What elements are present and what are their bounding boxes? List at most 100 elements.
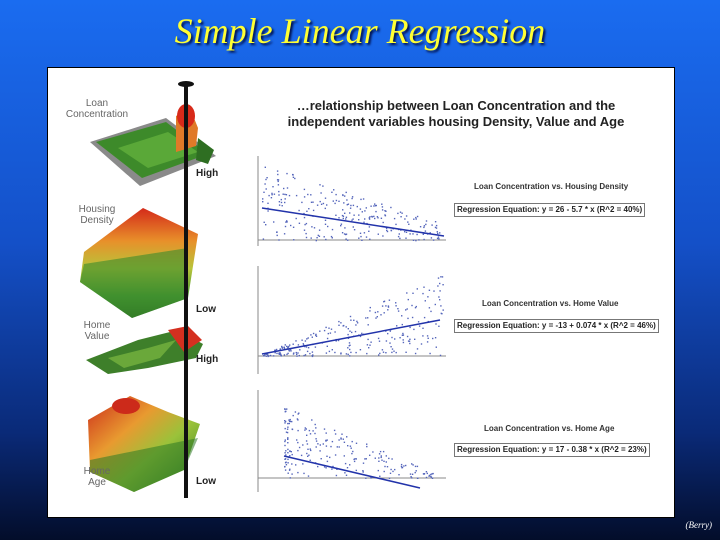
scatter-point bbox=[402, 332, 404, 335]
scatter-point bbox=[387, 309, 389, 311]
scatter-point bbox=[326, 455, 328, 457]
scatter-point bbox=[371, 215, 373, 218]
scatter-point bbox=[284, 439, 286, 441]
scatter-point bbox=[325, 238, 327, 241]
scatter-point bbox=[328, 327, 330, 329]
scatter-point bbox=[440, 305, 442, 307]
scatter-point bbox=[346, 204, 348, 206]
map-label-line: Concentration bbox=[65, 109, 129, 120]
scatter-point bbox=[335, 340, 337, 342]
scatter-point bbox=[431, 473, 433, 475]
scatter-point bbox=[333, 429, 336, 432]
scatter-point bbox=[263, 221, 265, 223]
scatter-point bbox=[276, 234, 278, 237]
scatter-point bbox=[330, 235, 333, 238]
scatter-point bbox=[428, 474, 431, 477]
scatter-point bbox=[307, 337, 309, 339]
scatter-point bbox=[318, 229, 321, 231]
scatter-point bbox=[312, 332, 315, 335]
scatter-point bbox=[306, 338, 308, 340]
scatter-point bbox=[434, 303, 436, 306]
scatter-point bbox=[325, 445, 328, 447]
scatter-point bbox=[369, 344, 371, 346]
scatter-point bbox=[368, 218, 371, 220]
scatter-point bbox=[284, 420, 286, 422]
scatter-point bbox=[352, 218, 354, 220]
scatter-point bbox=[320, 192, 322, 194]
scatter-point bbox=[383, 460, 385, 462]
scatter-point bbox=[278, 353, 280, 355]
scatter-point bbox=[401, 315, 403, 317]
scatter-point bbox=[283, 187, 285, 190]
scatter-point bbox=[284, 466, 286, 468]
scatter-point bbox=[347, 239, 349, 241]
equation-home-value: Regression Equation: y = -13 + 0.074 * x… bbox=[454, 319, 659, 333]
scatter-point bbox=[378, 340, 381, 342]
scatter-point bbox=[416, 288, 418, 290]
scatter-point bbox=[400, 463, 403, 466]
scatter-point bbox=[415, 305, 417, 308]
scatter-point bbox=[405, 231, 408, 233]
scatter-point bbox=[297, 413, 299, 415]
scatter-point bbox=[285, 194, 288, 196]
scatter-point bbox=[380, 314, 382, 316]
scatter-point bbox=[281, 347, 284, 349]
scatter-point bbox=[284, 193, 286, 196]
scatter-point bbox=[308, 429, 311, 432]
scatter-point bbox=[333, 189, 335, 191]
scatter-point bbox=[383, 470, 385, 473]
scatter-point bbox=[267, 354, 269, 356]
data-pole bbox=[178, 81, 194, 498]
scatter-point bbox=[363, 221, 365, 223]
scatter-point bbox=[325, 439, 327, 442]
scatter-point bbox=[411, 316, 414, 319]
scatter-point bbox=[310, 449, 312, 452]
scatter-point bbox=[279, 352, 281, 354]
scatter-point bbox=[305, 232, 307, 235]
scatter-point bbox=[385, 461, 387, 463]
scatter-point bbox=[369, 310, 371, 312]
scatter-point bbox=[385, 305, 387, 307]
scatter-point bbox=[319, 184, 321, 186]
scatter-point bbox=[262, 198, 264, 200]
scatter-point bbox=[345, 474, 348, 476]
scatter-point bbox=[395, 351, 397, 354]
scatter-point bbox=[271, 194, 273, 196]
scatter-point bbox=[383, 301, 385, 303]
scatter-point bbox=[440, 276, 442, 278]
scatter-point bbox=[401, 212, 403, 214]
scatter-point bbox=[362, 470, 364, 472]
scatter-point bbox=[287, 346, 289, 348]
scatter-point bbox=[351, 196, 354, 198]
scatter-point bbox=[340, 438, 342, 440]
scatter-point bbox=[422, 292, 424, 295]
scatter-point bbox=[268, 194, 270, 197]
scatter-point bbox=[379, 450, 382, 453]
scatter-point bbox=[278, 352, 280, 354]
scatter-point bbox=[280, 201, 283, 204]
scatter-point bbox=[267, 202, 269, 204]
scatter-point bbox=[274, 352, 276, 354]
scatter-point bbox=[377, 311, 379, 313]
scatter-point bbox=[385, 227, 388, 229]
scatter-point bbox=[303, 212, 305, 215]
scatter-point bbox=[381, 203, 383, 205]
scatter-point bbox=[351, 331, 353, 334]
scatter-point bbox=[307, 448, 309, 450]
scatter-point bbox=[264, 183, 266, 185]
scatter-point bbox=[278, 239, 280, 241]
scatter-point bbox=[405, 351, 407, 353]
scatter-point bbox=[425, 471, 428, 473]
scatter-point bbox=[288, 194, 291, 197]
scatter-point bbox=[316, 237, 318, 239]
scatter-point bbox=[291, 428, 293, 430]
scatter-point bbox=[414, 338, 416, 340]
scatter-point bbox=[296, 418, 299, 420]
scatter-point bbox=[302, 444, 304, 446]
map-label-line: Density bbox=[80, 215, 114, 226]
scatter-point bbox=[329, 332, 332, 334]
map-label-home-value: Home Value bbox=[62, 320, 132, 342]
scatter-point bbox=[381, 305, 384, 307]
scatter-point bbox=[289, 418, 291, 421]
map-label-line: Home bbox=[83, 320, 111, 331]
